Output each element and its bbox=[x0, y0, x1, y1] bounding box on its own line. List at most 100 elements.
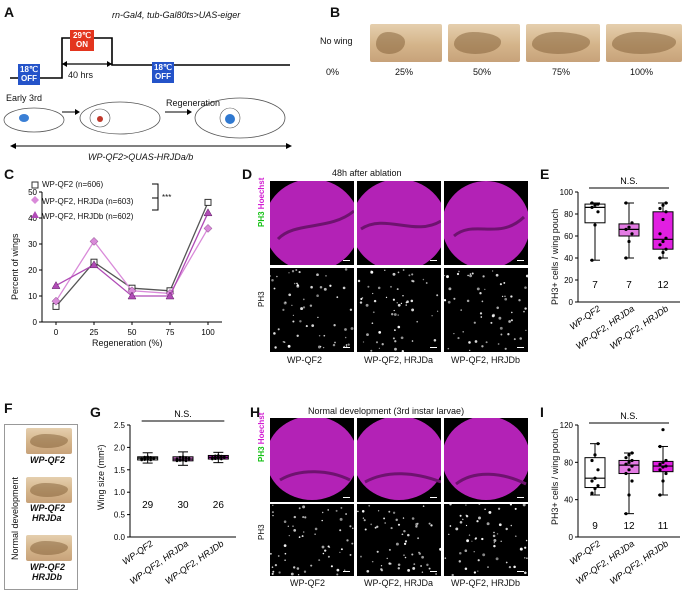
ph3-nucleus bbox=[476, 520, 479, 523]
c-ytick-label: 10 bbox=[28, 292, 37, 301]
chartG-point bbox=[146, 458, 149, 461]
chartI-point bbox=[596, 484, 600, 488]
chartE-point bbox=[658, 232, 662, 236]
ph3-nucleus bbox=[510, 319, 513, 322]
ph3-nucleus bbox=[504, 347, 507, 350]
chartG-ytick-label: 1.5 bbox=[114, 466, 126, 475]
ph3-nucleus bbox=[273, 332, 276, 335]
ph3-nucleus bbox=[345, 513, 348, 515]
ph3-nucleus bbox=[493, 544, 496, 548]
ph3-nucleus bbox=[405, 304, 407, 306]
ph3-nucleus bbox=[407, 533, 410, 537]
ph3-nucleus bbox=[481, 345, 484, 348]
ph3-nucleus bbox=[478, 504, 481, 505]
ph3-nucleus bbox=[525, 329, 527, 332]
ph3-nucleus bbox=[508, 320, 511, 323]
ph3-nucleus bbox=[397, 314, 399, 316]
ph3-nucleus bbox=[525, 274, 528, 278]
ph3-nucleus bbox=[367, 285, 370, 288]
ph3-nucleus bbox=[293, 566, 296, 569]
ph3-nucleus bbox=[302, 298, 305, 301]
ph3-nucleus bbox=[403, 529, 406, 533]
ph3-nucleus bbox=[473, 321, 476, 324]
ph3-nucleus bbox=[464, 567, 468, 570]
ph3-nucleus bbox=[422, 505, 425, 507]
ph3-nucleus bbox=[482, 275, 485, 278]
legend-marker-2 bbox=[31, 196, 39, 204]
ph3-nucleus bbox=[417, 537, 420, 540]
ph3-nucleus bbox=[349, 525, 352, 528]
chartI-point bbox=[627, 493, 631, 497]
ph3-nucleus bbox=[473, 551, 475, 553]
ph3-nucleus bbox=[525, 539, 528, 542]
chartI-point bbox=[664, 464, 668, 468]
ph3-nucleus bbox=[418, 552, 422, 555]
temp-box-18-off-1: 18℃ OFF bbox=[18, 64, 40, 85]
h-ph3-green: PH3 bbox=[257, 446, 266, 462]
ph3-nucleus bbox=[350, 327, 354, 330]
chartE-point bbox=[661, 250, 665, 255]
chartI-point bbox=[624, 512, 628, 516]
chartE-ytick-label: 40 bbox=[564, 254, 573, 263]
ph3-nucleus bbox=[446, 275, 449, 279]
chartE-point bbox=[624, 227, 628, 231]
ph3-nucleus bbox=[362, 341, 365, 343]
temp-box-1-line1: 18℃ bbox=[20, 65, 38, 74]
d-merge-3 bbox=[444, 181, 528, 265]
ph3-nucleus bbox=[524, 571, 527, 575]
ph3-nucleus bbox=[274, 563, 278, 567]
ph3-nucleus bbox=[491, 314, 495, 318]
chartI-box-1 bbox=[584, 457, 606, 489]
chartI-point bbox=[658, 468, 662, 472]
ph3-nucleus bbox=[422, 278, 425, 281]
chartI-point bbox=[627, 468, 631, 472]
ph3-nucleus bbox=[377, 510, 380, 512]
e-ylabel: PH3+ cells / wing pouch bbox=[550, 208, 560, 305]
ph3-nucleus bbox=[336, 573, 339, 576]
chartG-point bbox=[187, 456, 191, 460]
ph3-nucleus bbox=[271, 566, 274, 568]
ph3-nucleus bbox=[465, 514, 467, 516]
chartE-ns-label: N.S. bbox=[620, 176, 638, 186]
c-ytick-label: 30 bbox=[28, 240, 37, 249]
chartG-ytick-label: 0.0 bbox=[114, 533, 126, 542]
ph3-nucleus bbox=[388, 562, 391, 565]
ph3-nucleus bbox=[391, 313, 394, 316]
ph3-nucleus bbox=[302, 531, 305, 533]
ph3-nucleus bbox=[298, 271, 301, 274]
ph3-nucleus bbox=[357, 510, 359, 513]
chartG-point bbox=[217, 457, 220, 460]
c-point-s3 bbox=[127, 291, 137, 300]
ph3-nucleus bbox=[395, 518, 398, 522]
ph3-nucleus bbox=[272, 514, 274, 517]
ph3-nucleus bbox=[498, 316, 502, 320]
ph3-nucleus bbox=[505, 527, 508, 531]
chartG-point bbox=[140, 457, 143, 460]
ph3-nucleus bbox=[468, 341, 471, 344]
legend-item-3: WP-QF2, HRJDb (n=602) bbox=[42, 212, 134, 221]
ph3-nucleus bbox=[455, 527, 459, 531]
ph3-nucleus bbox=[352, 527, 354, 530]
ph3-nucleus bbox=[309, 304, 313, 307]
ph3-nucleus bbox=[397, 271, 400, 274]
ph3-nucleus bbox=[284, 559, 286, 561]
chartG-point bbox=[175, 457, 179, 461]
ph3-nucleus bbox=[457, 337, 460, 340]
ph3-nucleus bbox=[345, 344, 348, 346]
ph3-nucleus bbox=[388, 510, 391, 513]
ph3-nucleus bbox=[290, 572, 294, 576]
ph3-nucleus bbox=[453, 297, 456, 300]
chartG-point bbox=[217, 454, 220, 457]
ph3-nucleus bbox=[283, 544, 287, 547]
ph3-nucleus bbox=[351, 542, 354, 545]
ph3-nucleus bbox=[488, 510, 492, 514]
chartI-point bbox=[624, 471, 628, 476]
ph3-nucleus bbox=[493, 531, 495, 534]
chartI-point bbox=[596, 468, 600, 472]
chartI-x-label-3: WP-QF2, HRJDb bbox=[608, 538, 670, 586]
ph3-nucleus bbox=[447, 347, 450, 350]
ph3-nucleus bbox=[378, 331, 382, 334]
